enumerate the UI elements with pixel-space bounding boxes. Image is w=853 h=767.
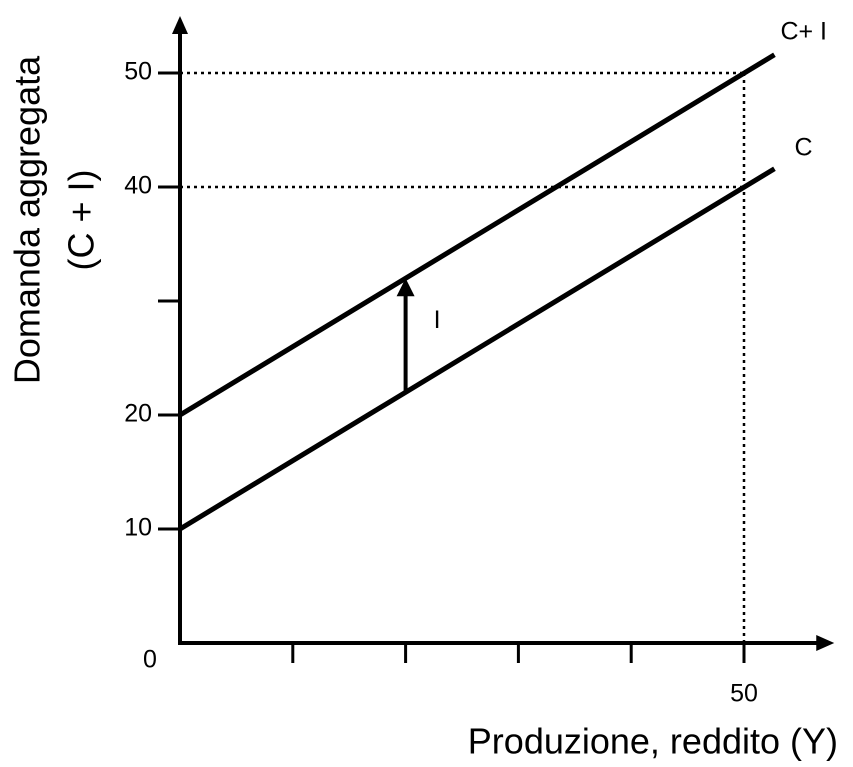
y-tick-label: 50: [124, 58, 152, 86]
series-line: [178, 52, 776, 418]
y-tick-label: 10: [124, 514, 152, 542]
arrow-head: [396, 278, 415, 297]
x-axis-arrow: [816, 635, 835, 651]
y-tick-label: 40: [124, 172, 152, 200]
series-label: C+ I: [780, 17, 827, 45]
origin-label: 0: [143, 646, 157, 674]
series-label: C: [794, 133, 812, 161]
series-line: [178, 166, 776, 532]
arrow-label: I: [434, 306, 441, 334]
y-axis-arrow: [172, 16, 188, 34]
y-axis-label: Domanda aggregata: [7, 55, 48, 384]
x-tick-label: 50: [730, 680, 758, 708]
y-tick-label: 20: [124, 400, 152, 428]
y-axis-label: (C + I): [61, 169, 102, 270]
x-axis-label: Produzione, reddito (Y): [468, 721, 838, 762]
